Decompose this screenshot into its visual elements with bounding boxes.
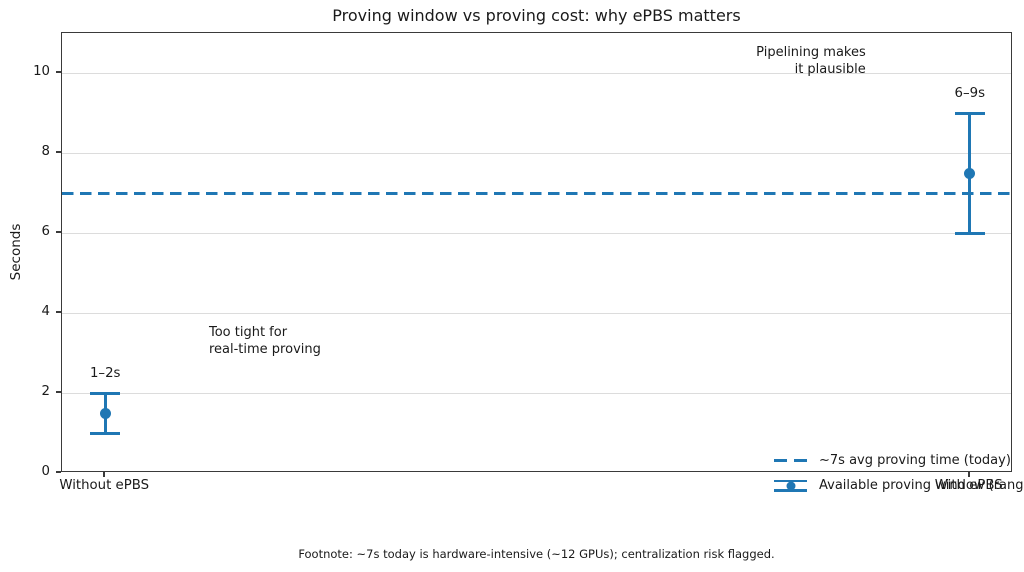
x-tick-mark	[968, 472, 970, 477]
errorbar-icon	[774, 479, 807, 492]
errorbar-icon-cap-bottom	[774, 489, 807, 492]
legend-item-errorbar: Available proving window (range)	[774, 473, 1024, 498]
y-tick-label: 4	[41, 304, 50, 319]
footnote: Footnote: ~7s today is hardware-intensiv…	[298, 547, 775, 561]
annotation-pipelining: Pipelining makes it plausible	[756, 45, 866, 77]
y-tick-mark	[56, 231, 61, 233]
x-tick-label-without-epbs: Without ePBS	[59, 478, 150, 493]
plot-area: ~7s avg proving time (today) Available p…	[61, 32, 1024, 493]
y-tick-mark	[56, 151, 61, 153]
legend-item-ref-line: ~7s avg proving time (today)	[774, 448, 1024, 473]
errorbar-cap-bottom	[954, 231, 985, 235]
reference-line-avg-proving-time	[62, 191, 1011, 195]
chart-title: Proving window vs proving cost: why ePBS…	[332, 6, 741, 25]
y-tick-label: 0	[41, 464, 50, 479]
y-tick-label: 10	[33, 64, 50, 79]
legend: ~7s avg proving time (today) Available p…	[774, 448, 1024, 498]
gridline-y8	[62, 152, 1011, 154]
gridline-y2	[62, 392, 1011, 394]
y-tick-label: 8	[41, 144, 50, 159]
errorbar-icon-marker	[786, 481, 795, 490]
legend-label-ref-line: ~7s avg proving time (today)	[819, 453, 1011, 468]
y-tick-mark	[56, 71, 61, 73]
y-tick-mark	[56, 311, 61, 313]
annotation-too-tight: Too tight for real-time proving	[208, 325, 321, 357]
gridline-y10	[62, 72, 1011, 74]
legend-label-errorbar: Available proving window (range)	[819, 478, 1024, 493]
errorbar-cap-top	[954, 111, 985, 115]
errorbar-marker	[99, 407, 111, 419]
y-tick-mark	[56, 471, 61, 473]
x-tick-mark	[103, 472, 105, 477]
gridline-y4	[62, 312, 1011, 314]
y-tick-label: 2	[41, 384, 50, 399]
range-label: 1–2s	[89, 366, 121, 381]
x-tick-label-with-epbs: With ePBS	[934, 478, 1003, 493]
y-tick-label: 6	[41, 224, 50, 239]
errorbar-cap-bottom	[90, 431, 121, 435]
errorbar-marker	[964, 167, 976, 179]
gridline-y6	[62, 232, 1011, 234]
dashed-line-icon	[774, 459, 807, 462]
y-tick-mark	[56, 391, 61, 393]
errorbar-cap-top	[90, 391, 121, 395]
range-label: 6–9s	[954, 86, 986, 101]
